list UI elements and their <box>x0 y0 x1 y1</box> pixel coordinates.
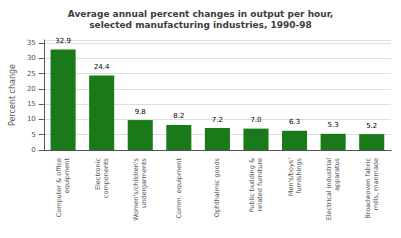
svg-text:5: 5 <box>31 131 35 139</box>
svg-text:10: 10 <box>27 115 36 123</box>
svg-text:apparatus: apparatus <box>333 157 341 191</box>
svg-text:24.4: 24.4 <box>94 63 110 71</box>
svg-text:Computer & office: Computer & office <box>55 158 63 217</box>
svg-text:components: components <box>102 157 110 198</box>
svg-text:15: 15 <box>27 100 36 108</box>
svg-text:30: 30 <box>27 54 36 62</box>
svg-text:Men's/boys': Men's/boys' <box>287 158 295 196</box>
svg-text:Average annual percent changes: Average annual percent changes in output… <box>68 9 333 19</box>
svg-text:9.8: 9.8 <box>135 108 146 116</box>
svg-text:Percent change: Percent change <box>8 64 17 126</box>
svg-text:equipment: equipment <box>63 158 71 194</box>
svg-text:7.2: 7.2 <box>212 116 223 124</box>
svg-text:related furniture: related furniture <box>256 158 264 211</box>
svg-text:7.0: 7.0 <box>250 116 261 124</box>
svg-text:Electronic: Electronic <box>94 158 102 190</box>
svg-text:mills, manmade: mills, manmade <box>372 158 380 210</box>
svg-text:6.3: 6.3 <box>289 118 300 126</box>
svg-text:undergarments: undergarments <box>140 157 148 208</box>
svg-text:5.2: 5.2 <box>366 122 377 130</box>
svg-text:32.9: 32.9 <box>55 37 71 45</box>
svg-text:5.3: 5.3 <box>328 121 339 129</box>
svg-text:Electrical industrial: Electrical industrial <box>325 158 333 221</box>
svg-text:Comm. equipment: Comm. equipment <box>175 158 183 219</box>
svg-text:Broadwoven fabric: Broadwoven fabric <box>364 158 372 219</box>
svg-text:20: 20 <box>27 85 36 93</box>
svg-text:35: 35 <box>27 39 36 47</box>
svg-text:Public building &: Public building & <box>248 158 256 212</box>
svg-text:8.2: 8.2 <box>173 112 184 120</box>
svg-text:25: 25 <box>27 70 36 78</box>
svg-text:Ophthalmic goods: Ophthalmic goods <box>213 157 221 217</box>
svg-text:furnishings: furnishings <box>295 157 303 193</box>
svg-text:Women's/children's: Women's/children's <box>132 157 140 221</box>
svg-text:0: 0 <box>31 146 35 154</box>
svg-text:selected manufacturing industr: selected manufacturing industries, 1990-… <box>89 20 312 30</box>
